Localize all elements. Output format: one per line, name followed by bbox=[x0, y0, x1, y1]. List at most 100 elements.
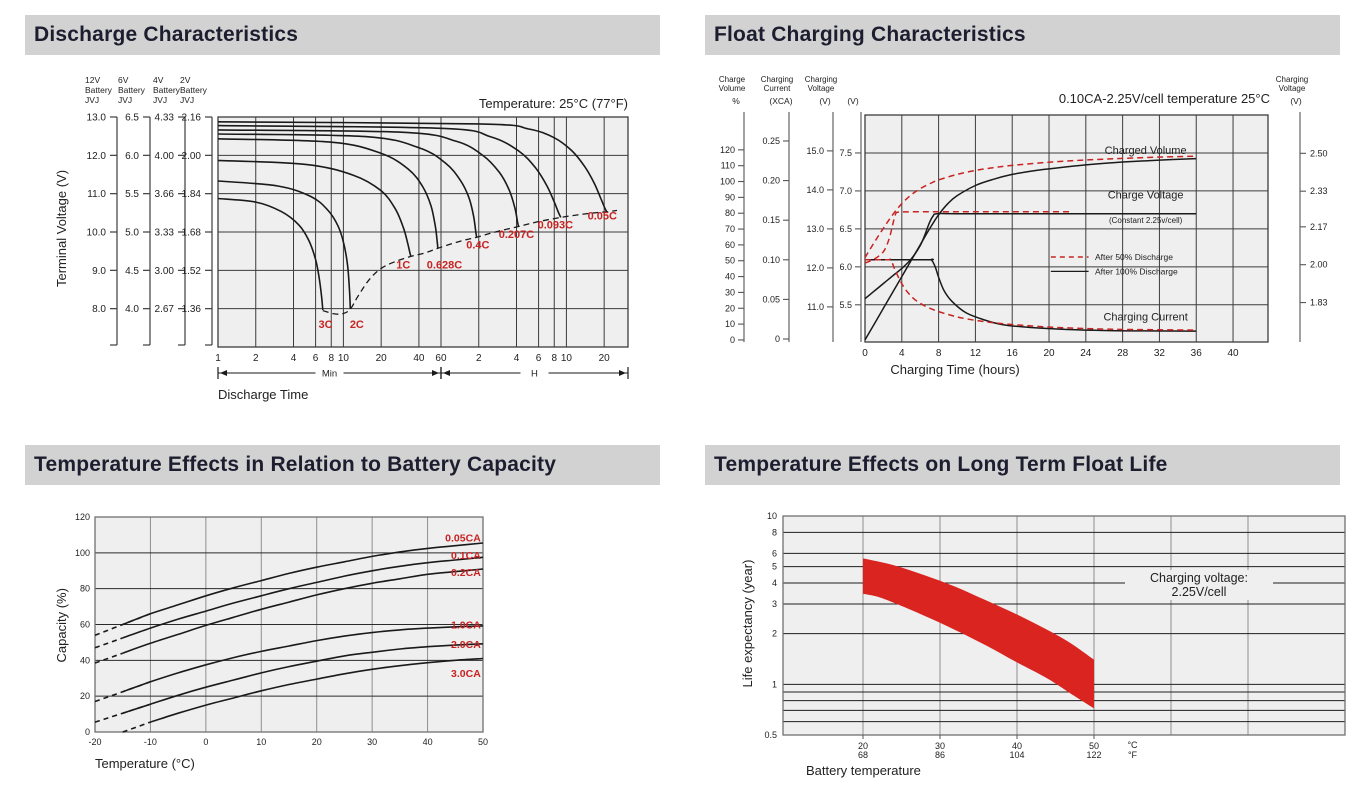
svg-text:Battery temperature: Battery temperature bbox=[806, 763, 921, 778]
svg-text:40: 40 bbox=[80, 655, 90, 665]
svg-text:15.0: 15.0 bbox=[806, 146, 824, 156]
panel-header-discharge: Discharge Characteristics bbox=[25, 15, 660, 55]
svg-text:2: 2 bbox=[476, 353, 482, 364]
svg-text:4.5: 4.5 bbox=[125, 266, 139, 277]
svg-text:0: 0 bbox=[730, 335, 735, 345]
svg-text:0.10: 0.10 bbox=[762, 255, 780, 265]
svg-text:Voltage: Voltage bbox=[808, 84, 835, 93]
svg-text:6V: 6V bbox=[118, 75, 129, 85]
svg-text:Charging Current: Charging Current bbox=[1103, 311, 1187, 323]
svg-text:4: 4 bbox=[899, 348, 905, 359]
svg-text:1.0CA: 1.0CA bbox=[451, 619, 481, 631]
svg-text:3.66: 3.66 bbox=[155, 189, 175, 200]
svg-text:0.05: 0.05 bbox=[762, 294, 780, 304]
svg-text:2V: 2V bbox=[180, 75, 191, 85]
svg-text:6.0: 6.0 bbox=[839, 262, 852, 272]
svg-text:8: 8 bbox=[772, 527, 777, 537]
svg-text:1.52: 1.52 bbox=[182, 266, 202, 277]
svg-text:(V): (V) bbox=[1290, 96, 1302, 106]
svg-text:6: 6 bbox=[536, 353, 542, 364]
svg-text:Terminal Voltage (V): Terminal Voltage (V) bbox=[54, 170, 69, 287]
svg-text:1.36: 1.36 bbox=[182, 304, 202, 315]
svg-text:1.84: 1.84 bbox=[182, 189, 202, 200]
svg-text:4: 4 bbox=[514, 353, 520, 364]
svg-text:8: 8 bbox=[936, 348, 942, 359]
svg-text:2.0CA: 2.0CA bbox=[451, 639, 481, 651]
svg-text:Charging: Charging bbox=[1276, 75, 1308, 84]
svg-text:Battery: Battery bbox=[180, 85, 208, 95]
svg-text:0.2CA: 0.2CA bbox=[451, 567, 481, 579]
svg-text:13.0: 13.0 bbox=[806, 224, 824, 234]
float-life-chart: Charging voltage: 2.25V/cell 10 8 6 5 4 3 2 1 0.5 2… bbox=[700, 500, 1365, 800]
svg-text:100: 100 bbox=[720, 177, 735, 187]
svg-text:20: 20 bbox=[725, 303, 735, 313]
svg-text:50: 50 bbox=[1089, 741, 1099, 751]
svg-text:8: 8 bbox=[328, 353, 334, 364]
svg-text:0.25: 0.25 bbox=[762, 136, 780, 146]
svg-text:110: 110 bbox=[721, 161, 735, 171]
svg-text:2.00: 2.00 bbox=[1310, 260, 1328, 270]
svg-text:120: 120 bbox=[720, 145, 735, 155]
svg-text:JVJ: JVJ bbox=[180, 95, 194, 105]
svg-text:60: 60 bbox=[80, 620, 90, 630]
svg-text:3C: 3C bbox=[318, 319, 332, 331]
svg-text:24: 24 bbox=[1080, 348, 1092, 359]
svg-text:-10: -10 bbox=[144, 737, 157, 747]
svg-text:20: 20 bbox=[312, 737, 322, 747]
svg-text:10: 10 bbox=[767, 511, 777, 521]
svg-text:4: 4 bbox=[772, 578, 777, 588]
svg-text:0: 0 bbox=[862, 348, 868, 359]
svg-text:40: 40 bbox=[423, 737, 433, 747]
svg-text:2C: 2C bbox=[350, 319, 364, 331]
svg-text:°C: °C bbox=[1127, 740, 1138, 750]
svg-text:0.093C: 0.093C bbox=[538, 219, 574, 231]
svg-text:10: 10 bbox=[338, 353, 350, 364]
svg-text:Charge: Charge bbox=[719, 75, 746, 84]
svg-text:20: 20 bbox=[376, 353, 388, 364]
svg-text:3.0CA: 3.0CA bbox=[451, 668, 481, 680]
svg-text:0.1CA: 0.1CA bbox=[451, 550, 481, 562]
svg-text:13.0: 13.0 bbox=[87, 113, 107, 124]
svg-text:0.4C: 0.4C bbox=[466, 239, 489, 251]
svg-text:JVJ: JVJ bbox=[153, 95, 167, 105]
svg-text:°F: °F bbox=[1128, 750, 1138, 760]
svg-text:104: 104 bbox=[1009, 750, 1024, 760]
svg-text:60: 60 bbox=[725, 240, 735, 250]
svg-text:(V): (V) bbox=[819, 96, 831, 106]
svg-text:0.628C: 0.628C bbox=[427, 259, 463, 271]
svg-text:20: 20 bbox=[80, 691, 90, 701]
svg-text:5.5: 5.5 bbox=[125, 189, 139, 200]
svg-text:6.5: 6.5 bbox=[839, 224, 852, 234]
svg-text:9.0: 9.0 bbox=[92, 266, 106, 277]
svg-text:After 50% Discharge: After 50% Discharge bbox=[1095, 252, 1173, 262]
discharge-characteristics-chart: 12V Battery JVJ 13.0 12.0 11.0 10.0 9.0 8.0 6V Bat… bbox=[50, 70, 660, 415]
svg-text:After 100% Discharge: After 100% Discharge bbox=[1095, 266, 1178, 276]
panel-header-float-charging: Float Charging Characteristics bbox=[705, 15, 1340, 55]
svg-text:Min: Min bbox=[322, 369, 337, 380]
svg-text:(Constant 2.25v/cell): (Constant 2.25v/cell) bbox=[1109, 216, 1183, 225]
svg-text:Voltage: Voltage bbox=[1279, 84, 1306, 93]
temp-capacity-chart: 0 20 40 60 80 100 120 -20 -10 0 10 20 30 40 50 0.05CA 0.… bbox=[40, 500, 660, 800]
svg-text:1.83: 1.83 bbox=[1310, 298, 1328, 308]
svg-text:8.0: 8.0 bbox=[92, 304, 106, 315]
svg-text:2: 2 bbox=[253, 353, 259, 364]
svg-text:12.0: 12.0 bbox=[806, 263, 824, 273]
svg-text:3.33: 3.33 bbox=[155, 228, 175, 239]
svg-text:5.5: 5.5 bbox=[839, 300, 852, 310]
svg-text:Capacity (%): Capacity (%) bbox=[54, 588, 69, 662]
svg-text:11.0: 11.0 bbox=[807, 302, 824, 312]
svg-text:2.25V/cell: 2.25V/cell bbox=[1172, 585, 1227, 599]
float-charging-chart: Charge Volume% 0 10 20 30 40 50 60 70 80 90 100 110 12… bbox=[700, 70, 1365, 390]
svg-text:2.33: 2.33 bbox=[1310, 186, 1328, 196]
svg-text:0.207C: 0.207C bbox=[499, 229, 535, 241]
svg-text:Charged Volume: Charged Volume bbox=[1105, 145, 1187, 157]
svg-text:10: 10 bbox=[256, 737, 266, 747]
svg-text:70: 70 bbox=[725, 224, 735, 234]
svg-text:3.00: 3.00 bbox=[155, 266, 175, 277]
svg-text:40: 40 bbox=[725, 272, 735, 282]
svg-text:4V: 4V bbox=[153, 75, 164, 85]
svg-text:0.20: 0.20 bbox=[762, 176, 780, 186]
svg-text:0.10CA-2.25V/cell temperature: 0.10CA-2.25V/cell temperature 25°C bbox=[1059, 91, 1270, 106]
svg-text:1.68: 1.68 bbox=[182, 228, 202, 239]
svg-text:2.16: 2.16 bbox=[182, 113, 202, 124]
